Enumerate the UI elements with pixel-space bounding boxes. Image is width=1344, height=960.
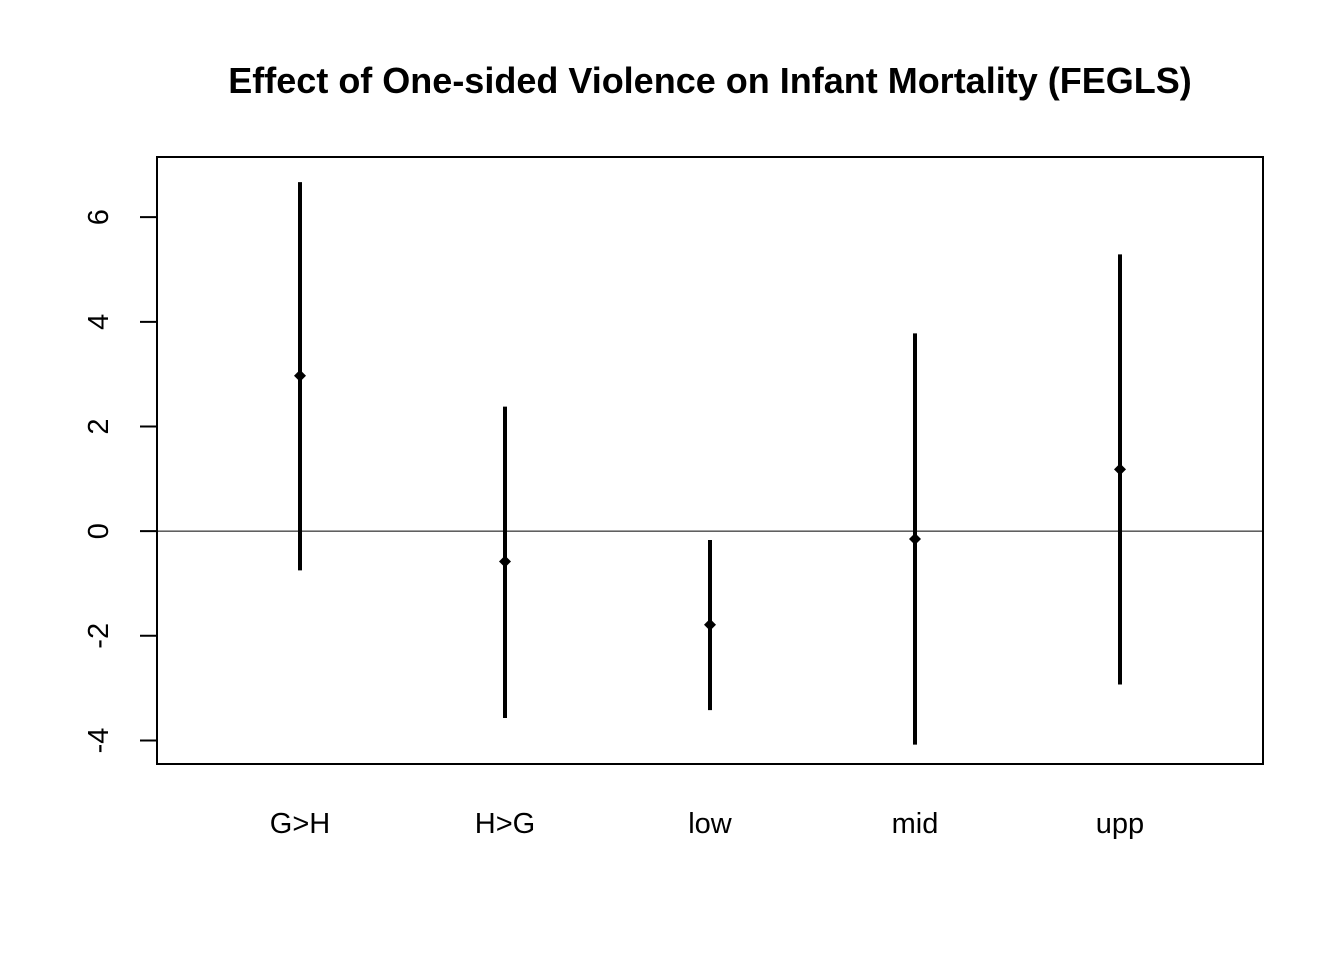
y-tick-label: 4 [83, 314, 115, 330]
y-tick-label: 0 [83, 523, 115, 539]
point-estimate [1114, 463, 1126, 476]
y-tick-label: 6 [83, 209, 115, 225]
x-tick-label: upp [1096, 808, 1144, 840]
x-axis-labels: G>H H>G low mid upp [270, 808, 1144, 840]
x-tick-label: low [688, 808, 733, 840]
point-estimate [909, 532, 921, 545]
y-tick-label: -4 [83, 728, 115, 754]
y-tick-label: 2 [83, 418, 115, 434]
chart-title: Effect of One-sided Violence on Infant M… [228, 60, 1191, 101]
point-estimate [499, 555, 511, 568]
x-tick-label: G>H [270, 808, 330, 840]
point-estimate [704, 618, 716, 631]
estimate-marks [294, 182, 1126, 745]
y-axis: -4 -2 0 2 4 6 [83, 209, 158, 754]
x-tick-label: mid [892, 808, 939, 840]
y-tick-label: -2 [83, 623, 115, 649]
point-estimate [294, 369, 306, 382]
x-tick-label: H>G [475, 808, 535, 840]
